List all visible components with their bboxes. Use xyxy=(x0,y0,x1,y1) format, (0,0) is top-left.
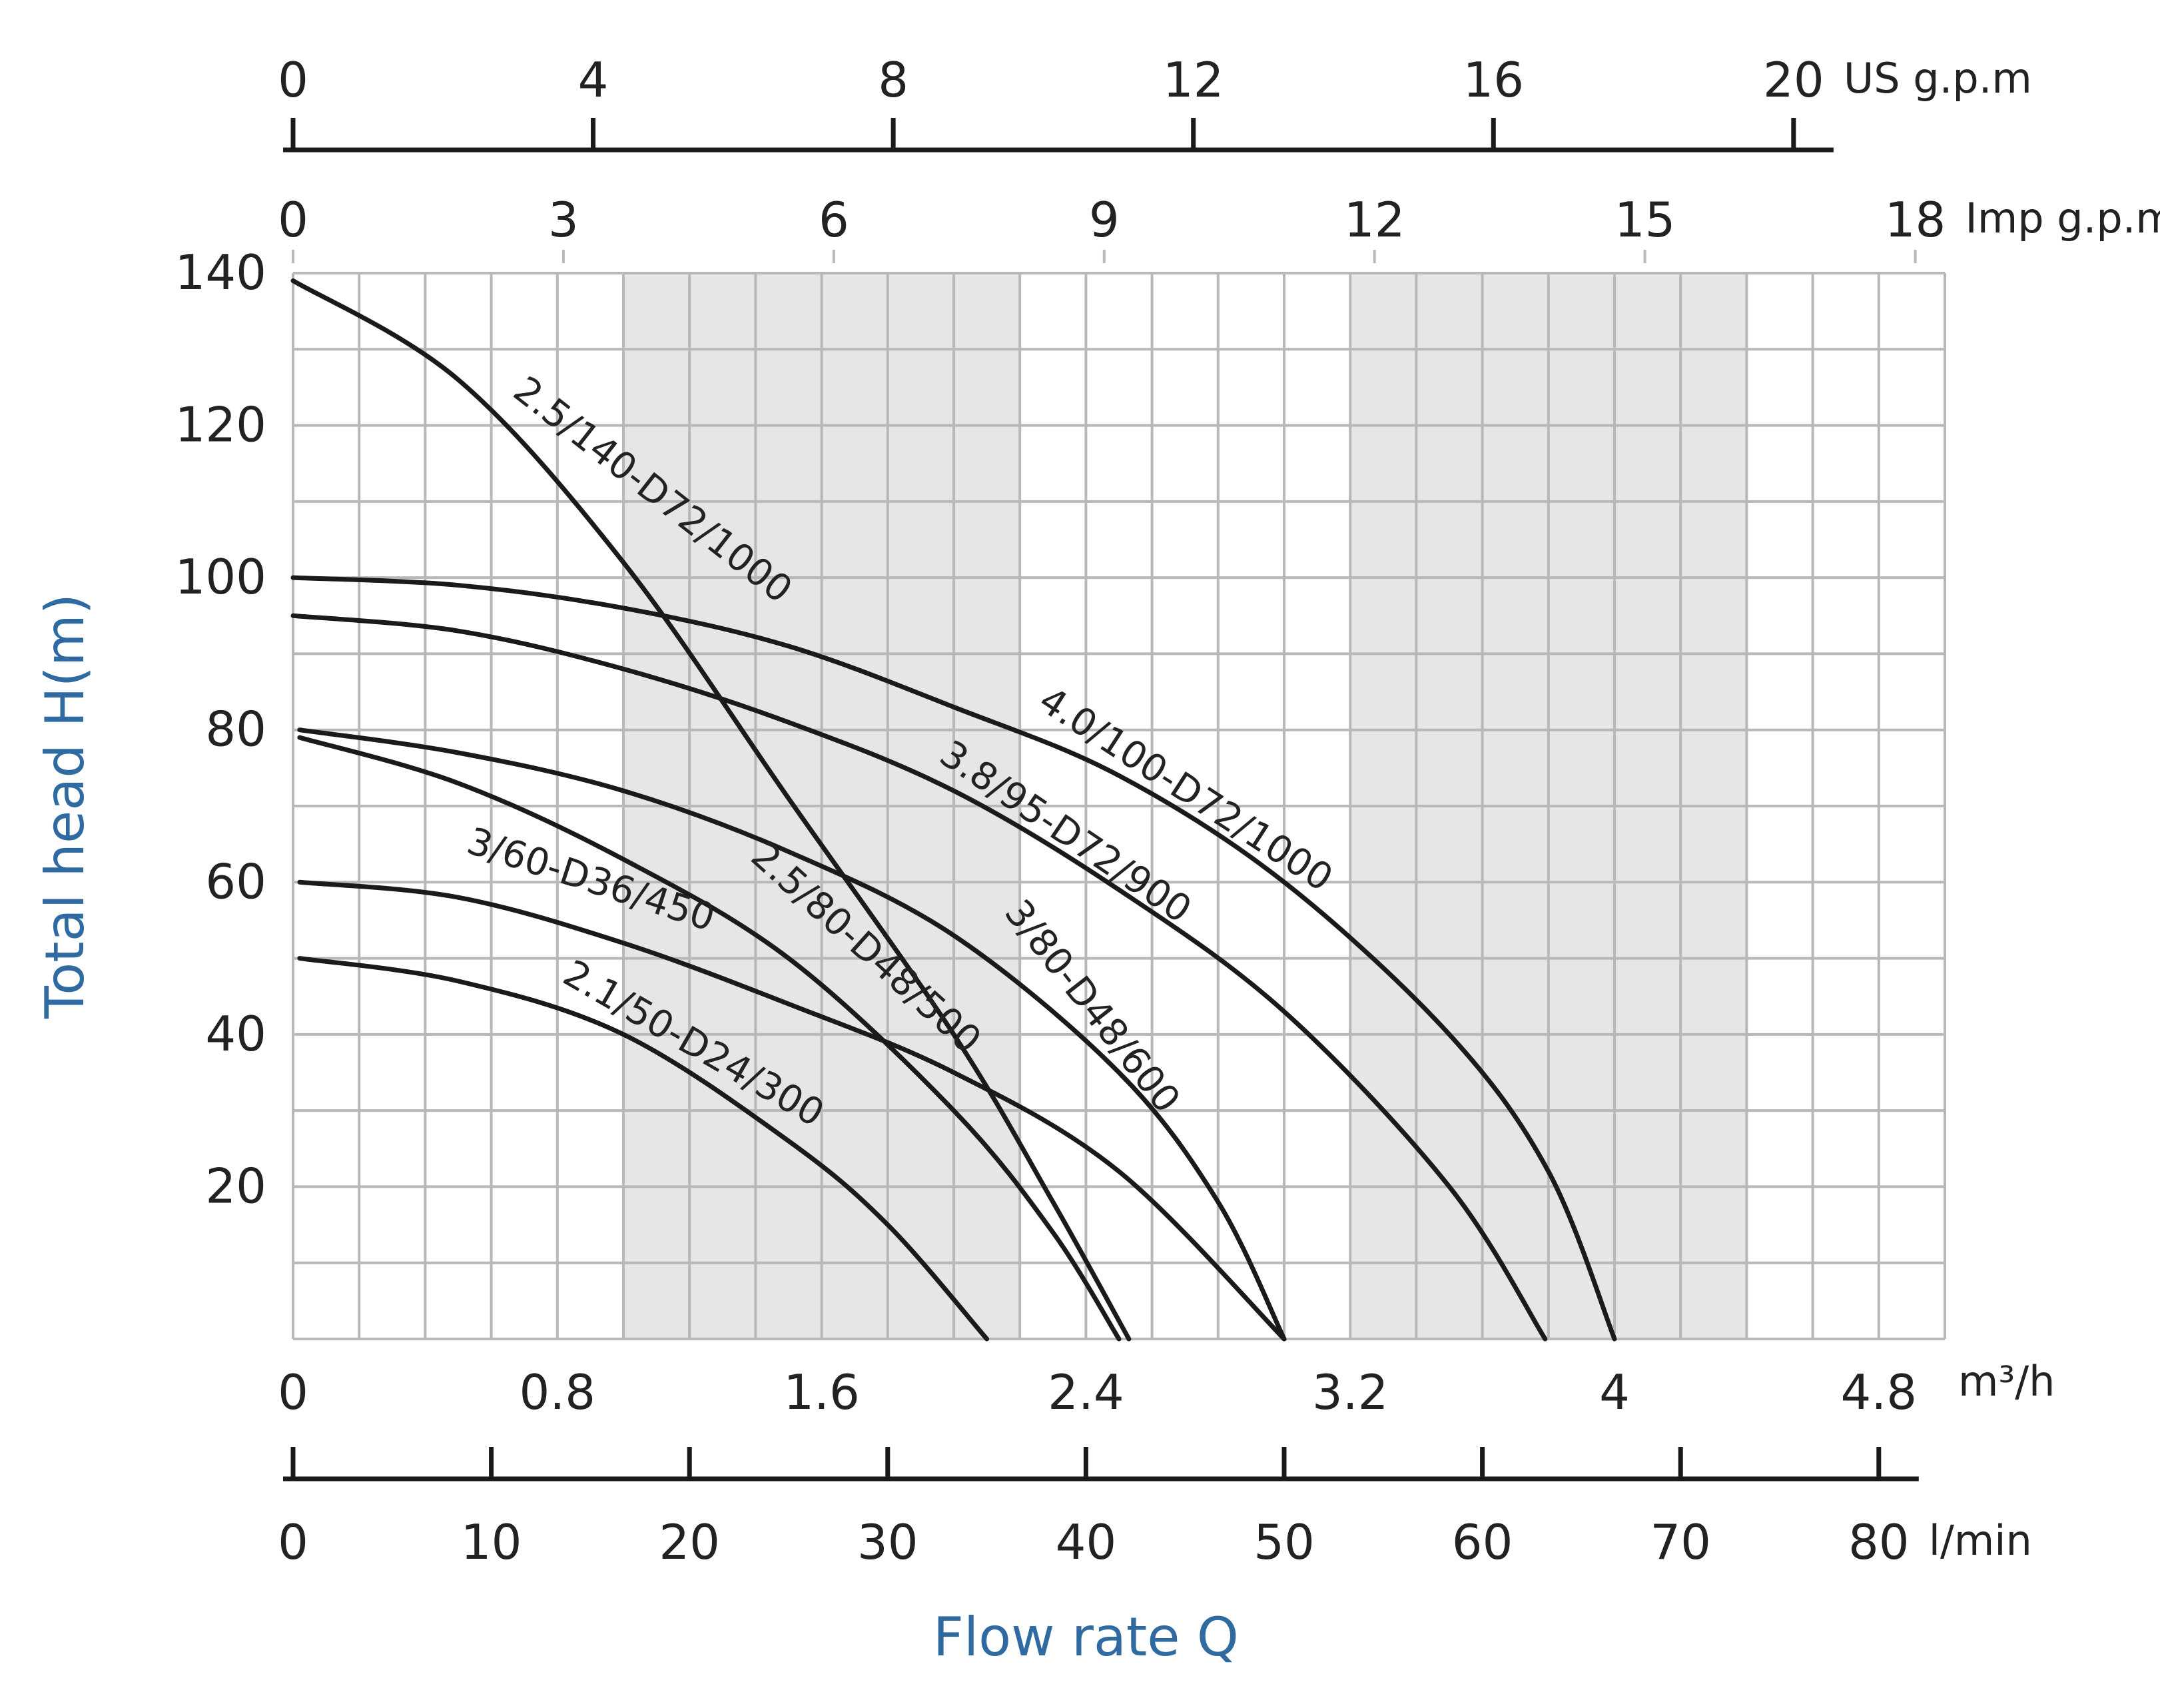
y-tick-label: 140 xyxy=(175,244,266,300)
secondary-axis-label-imp-g-p-m: 3 xyxy=(548,192,579,248)
x-unit-label: m³/h xyxy=(1958,1357,2055,1406)
x-axis-title: Flow rate Q xyxy=(933,1606,1239,1668)
secondary-axis-label-us-g-p-m: 12 xyxy=(1163,52,1224,108)
secondary-axis-label-imp-g-p-m: 12 xyxy=(1344,192,1405,248)
secondary-axis-label-imp-g-p-m: 0 xyxy=(278,192,308,248)
secondary-axis-label-imp-g-p-m: 9 xyxy=(1089,192,1120,248)
x-tick-label: 4.8 xyxy=(1841,1364,1918,1420)
secondary-axis-label-l-min: 20 xyxy=(659,1514,720,1570)
x-tick-label: 2.4 xyxy=(1048,1364,1124,1420)
curve-label-4-0-100-d72-1000: 4.0/100-D72/1000 xyxy=(1031,679,1340,901)
secondary-axis-label-l-min: 70 xyxy=(1650,1514,1711,1570)
secondary-axis-label-us-g-p-m: 8 xyxy=(878,52,908,108)
curve-2-5-140-d72-1000 xyxy=(290,278,1132,1342)
secondary-axis-label-imp-g-p-m: 6 xyxy=(819,192,849,248)
y-tick-label: 80 xyxy=(205,701,266,757)
secondary-axis-label-l-min: 50 xyxy=(1254,1514,1315,1570)
y-tick-label: 100 xyxy=(175,549,266,605)
secondary-axis-label-l-min: 40 xyxy=(1056,1514,1117,1570)
secondary-axis-label-us-g-p-m: 20 xyxy=(1763,52,1824,108)
secondary-axis-label-l-min: 10 xyxy=(461,1514,522,1570)
y-tick-label: 40 xyxy=(205,1006,266,1062)
curve-3-80-d48-600 xyxy=(297,727,1287,1342)
secondary-axis-label-us-g-p-m: 16 xyxy=(1463,52,1524,108)
secondary-axis-label-l-min: 80 xyxy=(1848,1514,1910,1570)
x-tick-label: 3.2 xyxy=(1312,1364,1389,1420)
secondary-axis-label-l-min: 0 xyxy=(278,1514,308,1570)
y-axis-title: Total head H(m) xyxy=(34,594,96,1019)
curve-4-0-100-d72-1000 xyxy=(290,575,1617,1342)
secondary-axis-unit-us-g-p-m: US g.p.m xyxy=(1844,54,2032,103)
secondary-axis-label-l-min: 60 xyxy=(1452,1514,1513,1570)
curve-label-3-80-d48-600: 3/80-D48/600 xyxy=(996,892,1188,1121)
curve-2-1-50-d24-300 xyxy=(297,956,990,1342)
secondary-axis-label-imp-g-p-m: 15 xyxy=(1615,192,1676,248)
secondary-axis-label-imp-g-p-m: 18 xyxy=(1885,192,1946,248)
y-tick-label: 120 xyxy=(175,397,266,453)
curve-3-60-d36-450 xyxy=(297,879,1287,1342)
y-tick-label: 60 xyxy=(205,853,266,909)
x-tick-label: 1.6 xyxy=(783,1364,860,1420)
secondary-axis-label-l-min: 30 xyxy=(857,1514,918,1570)
x-tick-label: 0.8 xyxy=(520,1364,596,1420)
curve-2-5-80-d48-500 xyxy=(297,735,1122,1342)
secondary-axis-label-us-g-p-m: 4 xyxy=(578,52,609,108)
y-tick-label: 20 xyxy=(205,1158,266,1214)
secondary-axis-unit-imp-g-p-m: Imp g.p.m xyxy=(1966,194,2160,242)
curve-3-8-95-d72-900 xyxy=(290,613,1548,1342)
x-tick-label: 4 xyxy=(1599,1364,1630,1420)
secondary-axis-label-us-g-p-m: 0 xyxy=(278,52,308,108)
x-tick-label: 0 xyxy=(278,1364,308,1420)
secondary-axis-unit-l-min: l/min xyxy=(1929,1516,2032,1565)
